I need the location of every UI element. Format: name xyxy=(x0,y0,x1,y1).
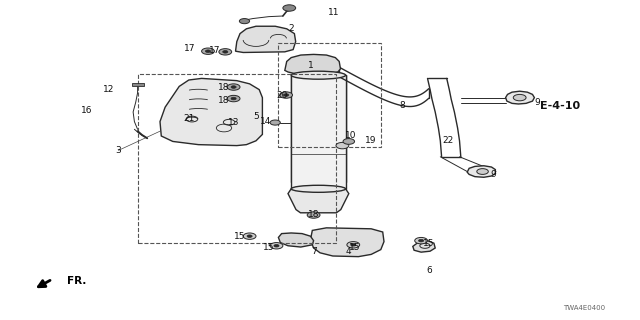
Text: 18: 18 xyxy=(218,83,230,92)
Circle shape xyxy=(513,94,526,101)
Circle shape xyxy=(205,50,211,52)
Text: 9: 9 xyxy=(490,170,495,179)
Circle shape xyxy=(247,235,252,237)
Text: 8: 8 xyxy=(399,101,404,110)
Text: 3: 3 xyxy=(116,146,121,155)
Text: FR.: FR. xyxy=(67,276,86,286)
Circle shape xyxy=(270,243,283,249)
Circle shape xyxy=(227,84,240,90)
Text: 7: 7 xyxy=(311,247,316,256)
Circle shape xyxy=(343,139,355,144)
Circle shape xyxy=(336,142,349,149)
Circle shape xyxy=(415,237,428,244)
Text: 9: 9 xyxy=(535,98,540,107)
Text: 15: 15 xyxy=(349,243,361,252)
Text: 21: 21 xyxy=(183,114,195,123)
Circle shape xyxy=(280,92,292,98)
Polygon shape xyxy=(310,228,384,257)
Text: 15: 15 xyxy=(423,239,435,248)
Bar xyxy=(278,43,381,147)
Text: 20: 20 xyxy=(276,92,287,100)
Circle shape xyxy=(307,212,320,218)
Ellipse shape xyxy=(291,185,346,192)
Text: 6: 6 xyxy=(426,266,431,275)
Polygon shape xyxy=(467,166,495,177)
Circle shape xyxy=(219,49,232,55)
Bar xyxy=(132,83,144,86)
Ellipse shape xyxy=(291,71,346,79)
Circle shape xyxy=(243,233,256,239)
Circle shape xyxy=(202,48,214,54)
Text: 12: 12 xyxy=(103,85,115,94)
Text: 5: 5 xyxy=(253,112,259,121)
Text: 14: 14 xyxy=(260,117,271,126)
Text: 17: 17 xyxy=(209,46,220,55)
Circle shape xyxy=(351,244,356,246)
Bar xyxy=(138,74,336,243)
Text: 4: 4 xyxy=(346,247,351,256)
Circle shape xyxy=(239,19,250,24)
Text: 10: 10 xyxy=(345,132,356,140)
Text: 11: 11 xyxy=(328,8,340,17)
Circle shape xyxy=(227,95,240,102)
Circle shape xyxy=(270,120,280,125)
Circle shape xyxy=(477,169,488,174)
Text: 19: 19 xyxy=(365,136,377,145)
Circle shape xyxy=(231,86,236,88)
Text: 2: 2 xyxy=(289,24,294,33)
Text: TWA4E0400: TWA4E0400 xyxy=(563,305,605,311)
Text: 17: 17 xyxy=(184,44,195,53)
Text: E-4-10: E-4-10 xyxy=(540,100,580,111)
Circle shape xyxy=(223,51,228,53)
Polygon shape xyxy=(506,91,534,104)
Polygon shape xyxy=(285,54,340,75)
Polygon shape xyxy=(160,78,262,146)
Circle shape xyxy=(283,5,296,11)
Bar xyxy=(291,75,346,189)
Circle shape xyxy=(347,242,360,248)
Polygon shape xyxy=(236,26,296,52)
Text: 15: 15 xyxy=(234,232,246,241)
Polygon shape xyxy=(288,189,349,213)
Polygon shape xyxy=(413,241,435,252)
Circle shape xyxy=(274,244,279,247)
Polygon shape xyxy=(278,233,314,247)
Text: 22: 22 xyxy=(442,136,454,145)
Text: 18: 18 xyxy=(308,210,319,219)
Text: 16: 16 xyxy=(81,106,92,115)
Circle shape xyxy=(284,94,289,96)
Text: 18: 18 xyxy=(218,96,230,105)
Text: 15: 15 xyxy=(263,243,275,252)
Circle shape xyxy=(419,239,424,242)
Circle shape xyxy=(231,97,236,100)
Text: 13: 13 xyxy=(228,118,239,127)
Text: 1: 1 xyxy=(308,61,313,70)
